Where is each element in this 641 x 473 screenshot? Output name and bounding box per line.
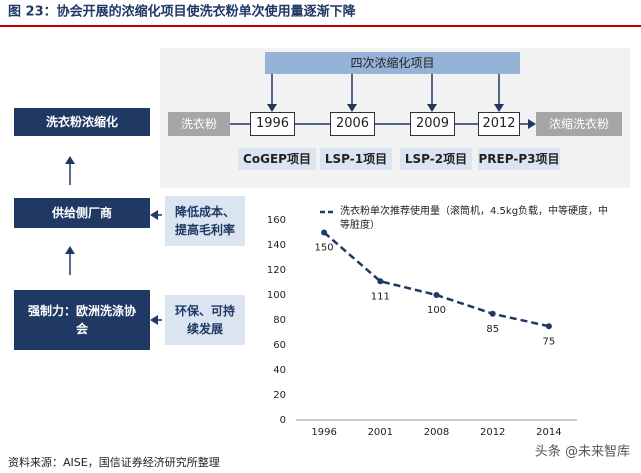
left-box: 供给侧厂商: [14, 198, 150, 228]
y-tick-label: 140: [267, 240, 286, 251]
point: [433, 292, 440, 298]
point: [321, 229, 328, 236]
arrows: [65, 74, 536, 325]
point: [377, 278, 384, 285]
y-tick-label: 100: [267, 290, 286, 301]
driver-box: 降低成本、提高毛利率: [165, 196, 245, 246]
data-label: 85: [486, 324, 499, 335]
x-tick-label: 1996: [311, 427, 336, 438]
program-box: 四次浓缩化项目: [265, 52, 520, 74]
watermark: 头条 @未来智库: [535, 444, 630, 460]
point: [489, 310, 496, 317]
driver-box: 环保、可持续发展: [165, 295, 245, 345]
data-label: 150: [315, 243, 334, 254]
year-box: 2006: [330, 112, 375, 136]
year-box: 2012: [478, 112, 520, 136]
start-box: 洗衣粉: [168, 112, 230, 136]
x-tick-label: 2012: [480, 427, 505, 438]
project-box: LSP-2项目: [400, 148, 472, 170]
data-label: 111: [371, 291, 390, 302]
data-label: 75: [543, 336, 556, 347]
project-box: PREP-P3项目: [478, 148, 560, 170]
point: [545, 323, 552, 330]
year-box: 1996: [250, 112, 295, 136]
project-box: CoGEP项目: [238, 148, 316, 170]
title: 图 23：协会开展的浓缩化项目使洗衣粉单次使用量逐渐下降: [8, 4, 357, 20]
project-box: LSP-1项目: [320, 148, 392, 170]
x-tick-label: 2014: [536, 427, 561, 438]
y-tick-label: 0: [280, 415, 286, 426]
left-box: 强制力：欧洲洗涤协会: [14, 290, 150, 350]
data-label: 100: [427, 305, 446, 316]
source: 资料来源：AISE，国信证券经济研究所整理: [8, 455, 220, 469]
y-tick-label: 160: [267, 215, 286, 226]
y-tick-label: 60: [273, 340, 286, 351]
y-tick-label: 80: [273, 315, 286, 326]
x-tick-label: 2008: [424, 427, 449, 438]
legend-label: 洗衣粉单次推荐使用量（滚筒机，4.5kg负载，中等硬度，中等脏度）: [340, 206, 609, 231]
end-box: 浓缩洗衣粉: [536, 112, 622, 136]
y-tick-label: 40: [273, 365, 286, 376]
left-box: 洗衣粉浓缩化: [14, 108, 150, 136]
y-tick-label: 20: [273, 390, 286, 401]
chart-bg: [252, 195, 632, 450]
y-tick-label: 120: [267, 265, 286, 276]
year-box: 2009: [410, 112, 455, 136]
x-tick-label: 2001: [368, 427, 393, 438]
